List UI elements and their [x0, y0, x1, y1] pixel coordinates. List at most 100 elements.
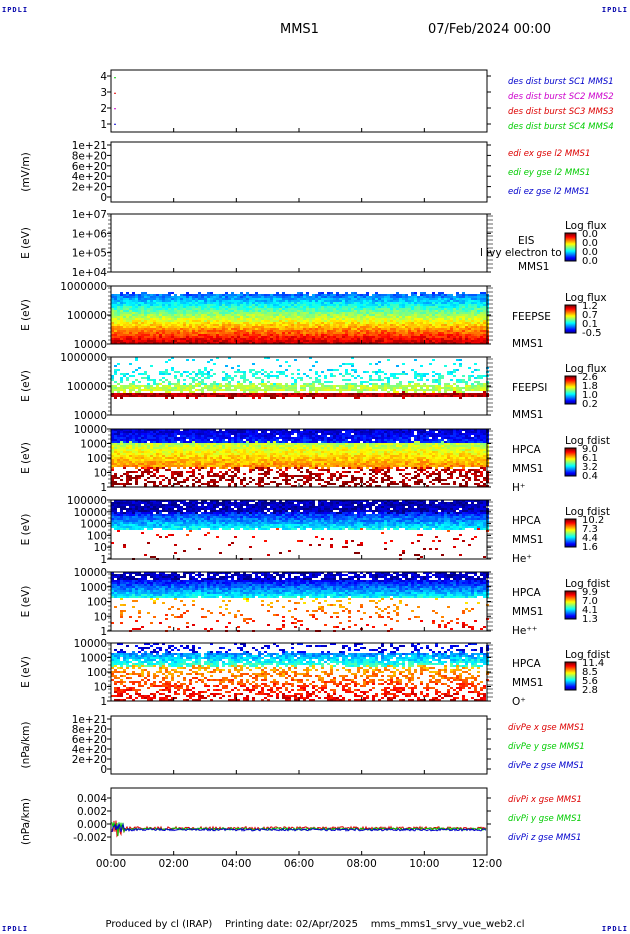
spectrogram-cell [420, 326, 423, 328]
spectrogram-cell [183, 334, 186, 336]
spectrogram-cell [420, 332, 423, 334]
spectrogram-cell [453, 429, 456, 431]
spectrogram-cell [156, 318, 159, 320]
spectrogram-cell [312, 334, 315, 336]
spectrogram-cell [270, 395, 273, 397]
spectrogram-cell [177, 326, 180, 328]
spectrogram-cell [123, 332, 126, 334]
spectrogram-cell [159, 435, 162, 437]
spectrogram-cell [246, 389, 249, 391]
spectrogram-cell [201, 389, 204, 391]
spectrogram-cell [432, 310, 435, 312]
spectrogram-cell [162, 326, 165, 328]
spectrogram-cell [246, 395, 249, 397]
spectrogram-cell [126, 320, 129, 322]
spectrogram-cell [111, 298, 114, 300]
spectrogram-cell [228, 342, 231, 344]
spectrogram-cell [237, 328, 240, 330]
spectrogram-cell [342, 296, 345, 298]
spectrogram-cell [144, 373, 147, 375]
spectrogram-cell [324, 312, 327, 314]
spectrogram-cell [309, 395, 312, 397]
spectrogram-cell [201, 302, 204, 304]
spectrogram-cell [393, 385, 396, 387]
spectrogram-cell [273, 294, 276, 296]
spectrogram-cell [213, 383, 216, 385]
spectrogram-cell [300, 431, 303, 433]
spectrogram-cell [318, 308, 321, 310]
spectrogram-cell [360, 324, 363, 326]
spectrogram-cell [477, 330, 480, 332]
spectrogram-cell [198, 377, 201, 379]
spectrogram-cell [333, 330, 336, 332]
spectrogram-cell [294, 338, 297, 340]
spectrogram-cell [393, 377, 396, 379]
spectrogram-cell [171, 357, 174, 359]
spectrogram-cell [279, 306, 282, 308]
spectrogram-cell [315, 429, 318, 431]
spectrogram-cell [435, 320, 438, 322]
spectrogram-cell [210, 324, 213, 326]
spectrogram-cell [417, 316, 420, 318]
legend-entry: edi ez gse l2 MMS1 [508, 187, 590, 197]
spectrogram-cell [198, 342, 201, 344]
spectrogram-cell [348, 431, 351, 433]
spectrogram-cell [408, 338, 411, 340]
spectrogram-cell [342, 433, 345, 435]
spectrogram-cell [195, 379, 198, 381]
spectrogram-cell [357, 336, 360, 338]
spectrogram-cell [210, 395, 213, 397]
spectrogram-cell [345, 433, 348, 435]
spectrogram-cell [231, 385, 234, 387]
spectrogram-cell [201, 340, 204, 342]
spectrogram-cell [345, 389, 348, 391]
spectrogram-cell [219, 383, 222, 385]
spectrogram-cell [171, 328, 174, 330]
colorbar-cell [565, 311, 576, 313]
spectrogram-cell [222, 340, 225, 342]
spectrogram-cell [168, 304, 171, 306]
spectrogram-cell [348, 387, 351, 389]
spectrogram-cell [474, 294, 477, 296]
spectrogram-cell [324, 322, 327, 324]
spectrogram-cell [129, 306, 132, 308]
spectrogram-cell [126, 387, 129, 389]
spectrogram-cell [315, 310, 318, 312]
spectrogram-cell [477, 332, 480, 334]
spectrogram-cell [219, 431, 222, 433]
spectrogram-cell [264, 326, 267, 328]
spectrogram-cell [270, 328, 273, 330]
spectrogram-cell [147, 314, 150, 316]
spectrogram-cell [309, 308, 312, 310]
spectrogram-cell [426, 326, 429, 328]
spectrogram-cell [282, 387, 285, 389]
spectrogram-cell [294, 322, 297, 324]
spectrogram-cell [459, 391, 462, 393]
spectrogram-cell [423, 383, 426, 385]
spectrogram-cell [270, 304, 273, 306]
spectrogram-cell [210, 328, 213, 330]
spectrogram-cell [276, 332, 279, 334]
spectrogram-cell [198, 389, 201, 391]
spectrogram-cell [459, 326, 462, 328]
spectrogram-cell [177, 342, 180, 344]
spectrogram-cell [276, 375, 279, 377]
spectrogram-cell [225, 377, 228, 379]
spectrogram-cell [312, 336, 315, 338]
spectrogram-cell [132, 334, 135, 336]
spectrogram-cell [213, 393, 216, 395]
spectrogram-cell [393, 308, 396, 310]
spectrogram-cell [132, 375, 135, 377]
spectrogram-cell [123, 395, 126, 397]
spectrogram-cell [249, 314, 252, 316]
spectrogram-cell [408, 316, 411, 318]
spectrogram-cell [483, 336, 486, 338]
spectrogram-cell [453, 328, 456, 330]
spectrogram-cell [156, 433, 159, 435]
spectrogram-cell [234, 389, 237, 391]
spectrogram-cell [210, 304, 213, 306]
spectrogram-cell [339, 342, 342, 344]
spectrogram-cell [135, 324, 138, 326]
spectrogram-cell [453, 306, 456, 308]
spectrogram-cell [135, 304, 138, 306]
